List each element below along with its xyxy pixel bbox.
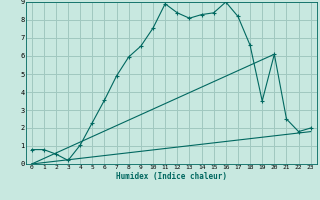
X-axis label: Humidex (Indice chaleur): Humidex (Indice chaleur) xyxy=(116,172,227,181)
